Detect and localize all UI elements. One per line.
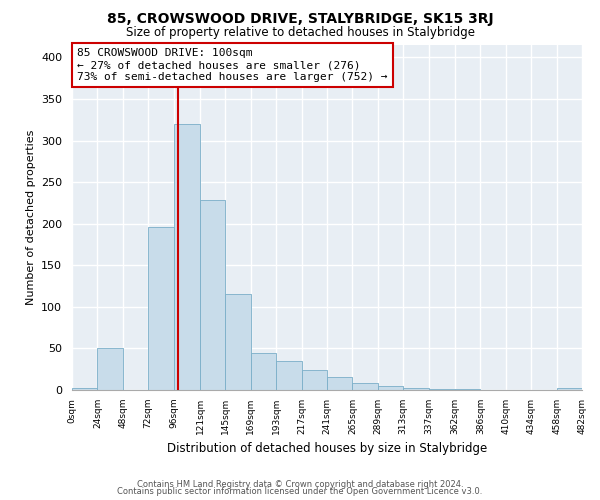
Bar [302, 370, 327, 390]
Bar [327, 376, 352, 390]
Y-axis label: Number of detached properties: Number of detached properties [26, 130, 35, 305]
Bar [557, 388, 582, 390]
Bar [403, 388, 428, 390]
Text: Contains public sector information licensed under the Open Government Licence v3: Contains public sector information licen… [118, 487, 482, 496]
Text: 85, CROWSWOOD DRIVE, STALYBRIDGE, SK15 3RJ: 85, CROWSWOOD DRIVE, STALYBRIDGE, SK15 3… [107, 12, 493, 26]
Bar [173, 124, 200, 390]
Bar [148, 227, 173, 390]
Bar [378, 386, 403, 390]
Bar [200, 200, 226, 390]
Bar [352, 384, 378, 390]
Bar [97, 348, 123, 390]
Bar [455, 389, 481, 390]
Bar [251, 352, 276, 390]
Bar [276, 361, 302, 390]
X-axis label: Distribution of detached houses by size in Stalybridge: Distribution of detached houses by size … [167, 442, 487, 456]
Text: Size of property relative to detached houses in Stalybridge: Size of property relative to detached ho… [125, 26, 475, 39]
Bar [428, 389, 455, 390]
Bar [72, 388, 97, 390]
Text: Contains HM Land Registry data © Crown copyright and database right 2024.: Contains HM Land Registry data © Crown c… [137, 480, 463, 489]
Text: 85 CROWSWOOD DRIVE: 100sqm
← 27% of detached houses are smaller (276)
73% of sem: 85 CROWSWOOD DRIVE: 100sqm ← 27% of deta… [77, 48, 388, 82]
Bar [226, 294, 251, 390]
